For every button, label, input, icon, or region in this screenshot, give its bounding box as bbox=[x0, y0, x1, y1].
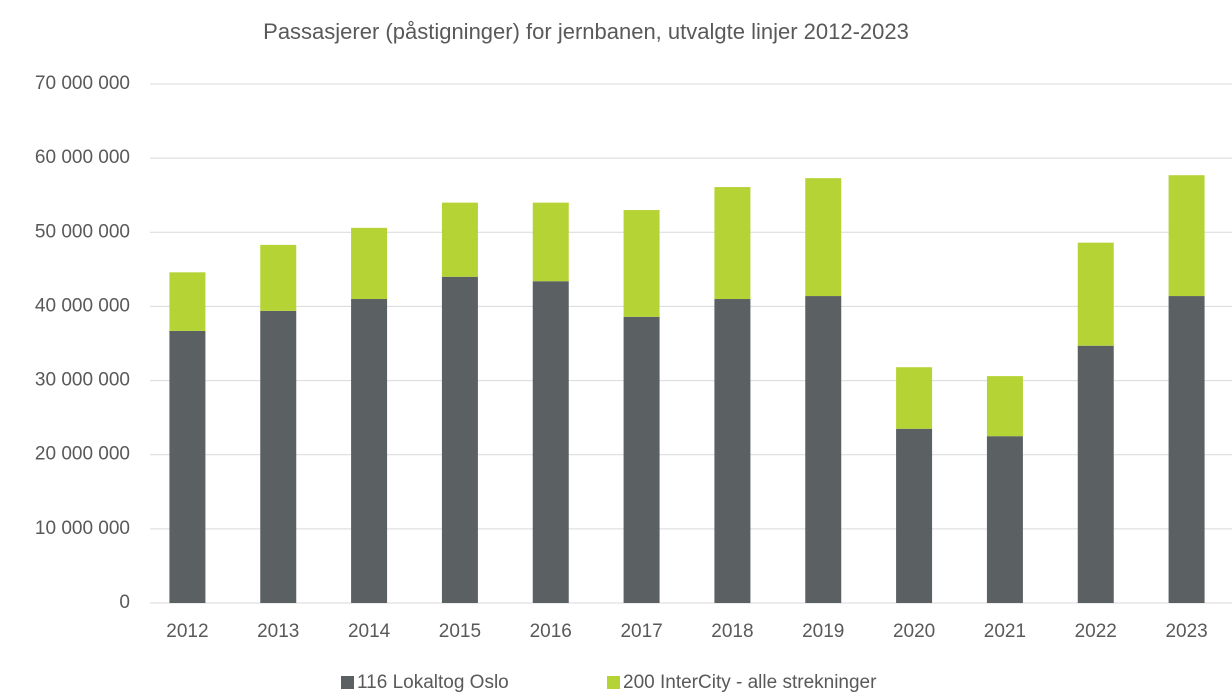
bar-segment bbox=[1077, 345, 1114, 603]
x-tick-label: 2015 bbox=[439, 621, 481, 642]
legend-label: 200 InterCity - alle strekninger bbox=[623, 672, 877, 693]
y-tick-label: 50 000 000 bbox=[35, 221, 130, 242]
bar-segment bbox=[714, 187, 751, 300]
bar-segment bbox=[441, 276, 478, 603]
y-tick-label: 30 000 000 bbox=[35, 370, 130, 391]
y-tick-label: 70 000 000 bbox=[35, 73, 130, 94]
bar-segment bbox=[169, 330, 206, 603]
x-tick-label: 2023 bbox=[1165, 621, 1207, 642]
x-tick-label: 2019 bbox=[802, 621, 844, 642]
x-tick-label: 2014 bbox=[348, 621, 391, 642]
bar-segment bbox=[1168, 175, 1205, 297]
bar-segment bbox=[896, 367, 933, 429]
x-tick-label: 2016 bbox=[530, 621, 572, 642]
y-tick-label: 0 bbox=[119, 592, 130, 613]
y-tick-label: 20 000 000 bbox=[35, 444, 130, 465]
bar-segment bbox=[532, 281, 569, 603]
y-tick-label: 10 000 000 bbox=[35, 518, 130, 539]
chart-title: Passasjerer (påstigninger) for jernbanen… bbox=[263, 19, 909, 44]
x-tick-label: 2017 bbox=[620, 621, 662, 642]
bar-segment bbox=[1077, 242, 1114, 346]
bar-segment bbox=[532, 202, 569, 282]
y-tick-label: 60 000 000 bbox=[35, 147, 130, 168]
y-tick-label: 40 000 000 bbox=[35, 295, 130, 316]
bar-segment bbox=[986, 376, 1023, 437]
bar-segment bbox=[805, 178, 842, 297]
x-tick-label: 2012 bbox=[166, 621, 208, 642]
x-tick-label: 2022 bbox=[1075, 621, 1117, 642]
bar-segment bbox=[260, 310, 297, 603]
legend-label: 116 Lokaltog Oslo bbox=[357, 672, 509, 693]
legend-swatch bbox=[341, 676, 354, 689]
bar-segment bbox=[986, 436, 1023, 603]
bar-segment bbox=[714, 299, 751, 603]
bar-segment bbox=[623, 210, 660, 317]
bar-segment bbox=[260, 244, 297, 311]
x-tick-label: 2021 bbox=[984, 621, 1026, 642]
x-tick-label: 2018 bbox=[711, 621, 753, 642]
bar-segment bbox=[805, 296, 842, 603]
bar-segment bbox=[1168, 296, 1205, 603]
bar-segment bbox=[169, 272, 206, 331]
x-tick-label: 2013 bbox=[257, 621, 299, 642]
bar-segment bbox=[351, 227, 388, 300]
x-tick-label: 2020 bbox=[893, 621, 935, 642]
bar-segment bbox=[623, 316, 660, 603]
bar-segment bbox=[351, 299, 388, 603]
bar-segment bbox=[441, 202, 478, 277]
legend-swatch bbox=[607, 676, 620, 689]
legend: 116 Lokaltog Oslo 200 InterCity - alle s… bbox=[341, 672, 877, 693]
bar-segment bbox=[896, 428, 933, 603]
